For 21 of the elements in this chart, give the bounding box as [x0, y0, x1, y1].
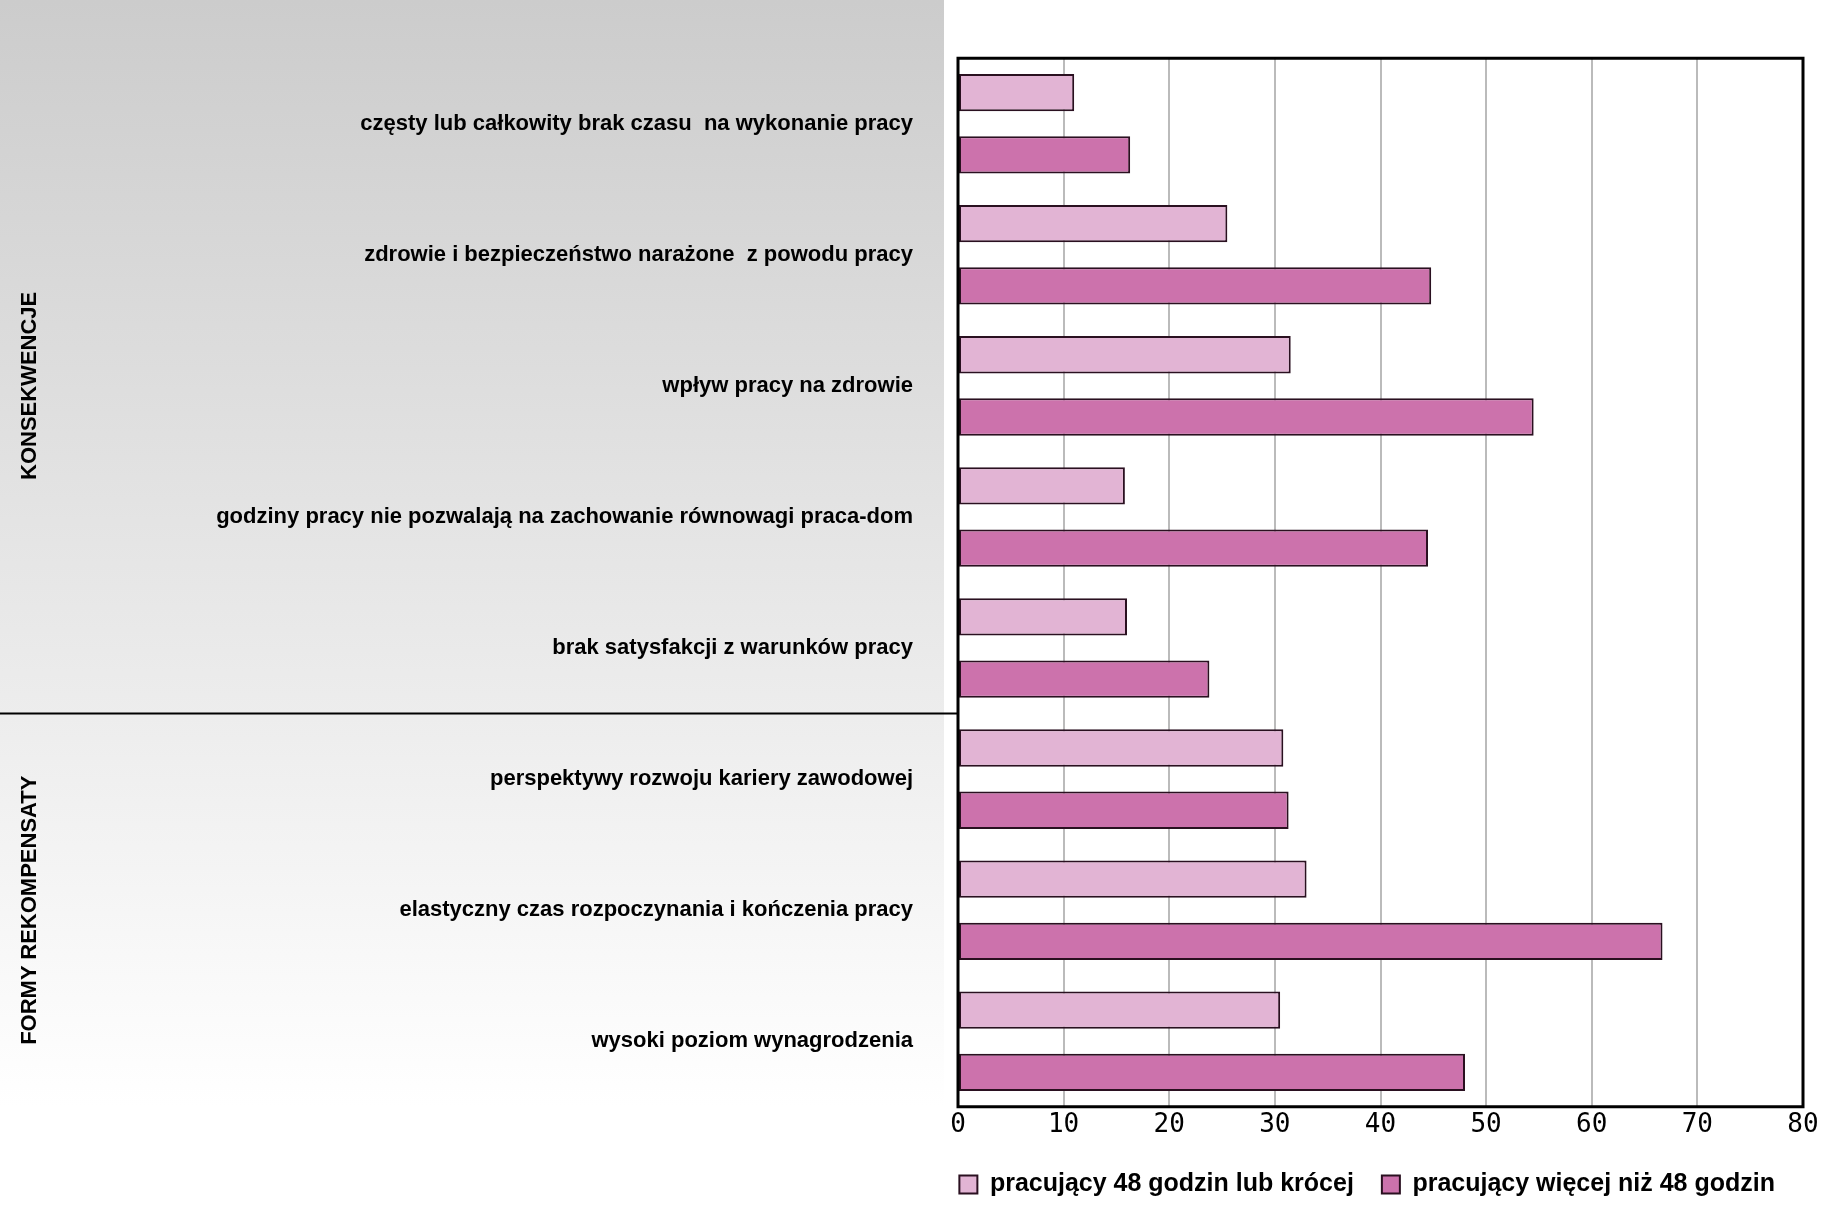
legend-label: pracujący 48 godzin lub krócej: [989, 1168, 1354, 1197]
legend-label: pracujący więcej niż 48 godzin: [1412, 1168, 1775, 1197]
y-tick-label: wpływ pracy na zdrowie: [661, 371, 913, 397]
y-tick-label: wysoki poziom wynagrodzenia: [590, 1027, 914, 1053]
x-tick-label: 60: [1576, 1108, 1608, 1139]
text: FORMY REKOMPENSATY: [16, 775, 42, 1045]
y-tick-label: godziny pracy nie pozwalają na zachowanie równowagi praca-dom: [216, 503, 913, 529]
x-tick-label: 80: [1787, 1108, 1819, 1139]
y-tick-label: zdrowie i bezpieczeństwo narażone z powodu pracy: [364, 240, 914, 266]
x-tick-label: 70: [1681, 1108, 1714, 1139]
x-tick-label: 0: [950, 1108, 966, 1139]
x-tick-label: 30: [1259, 1108, 1291, 1139]
y-tick-label: perspektywy rozwoju kariery zawodowej: [489, 765, 913, 791]
x-tick-label: 50: [1470, 1108, 1502, 1139]
x-tick-label: 10: [1047, 1108, 1080, 1139]
x-tick-label: 40: [1364, 1108, 1397, 1139]
x-tick-label: 20: [1153, 1108, 1185, 1139]
y-tick-label: elastyczny czas rozpoczynania i kończenia pracy: [399, 896, 914, 922]
y-tick-label: częsty lub całkowity brak czasu na wykonanie pracy: [360, 109, 914, 135]
text: KONSEKWENCJE: [16, 291, 42, 481]
y-tick-label: brak satysfakcji z warunków pracy: [552, 634, 914, 660]
